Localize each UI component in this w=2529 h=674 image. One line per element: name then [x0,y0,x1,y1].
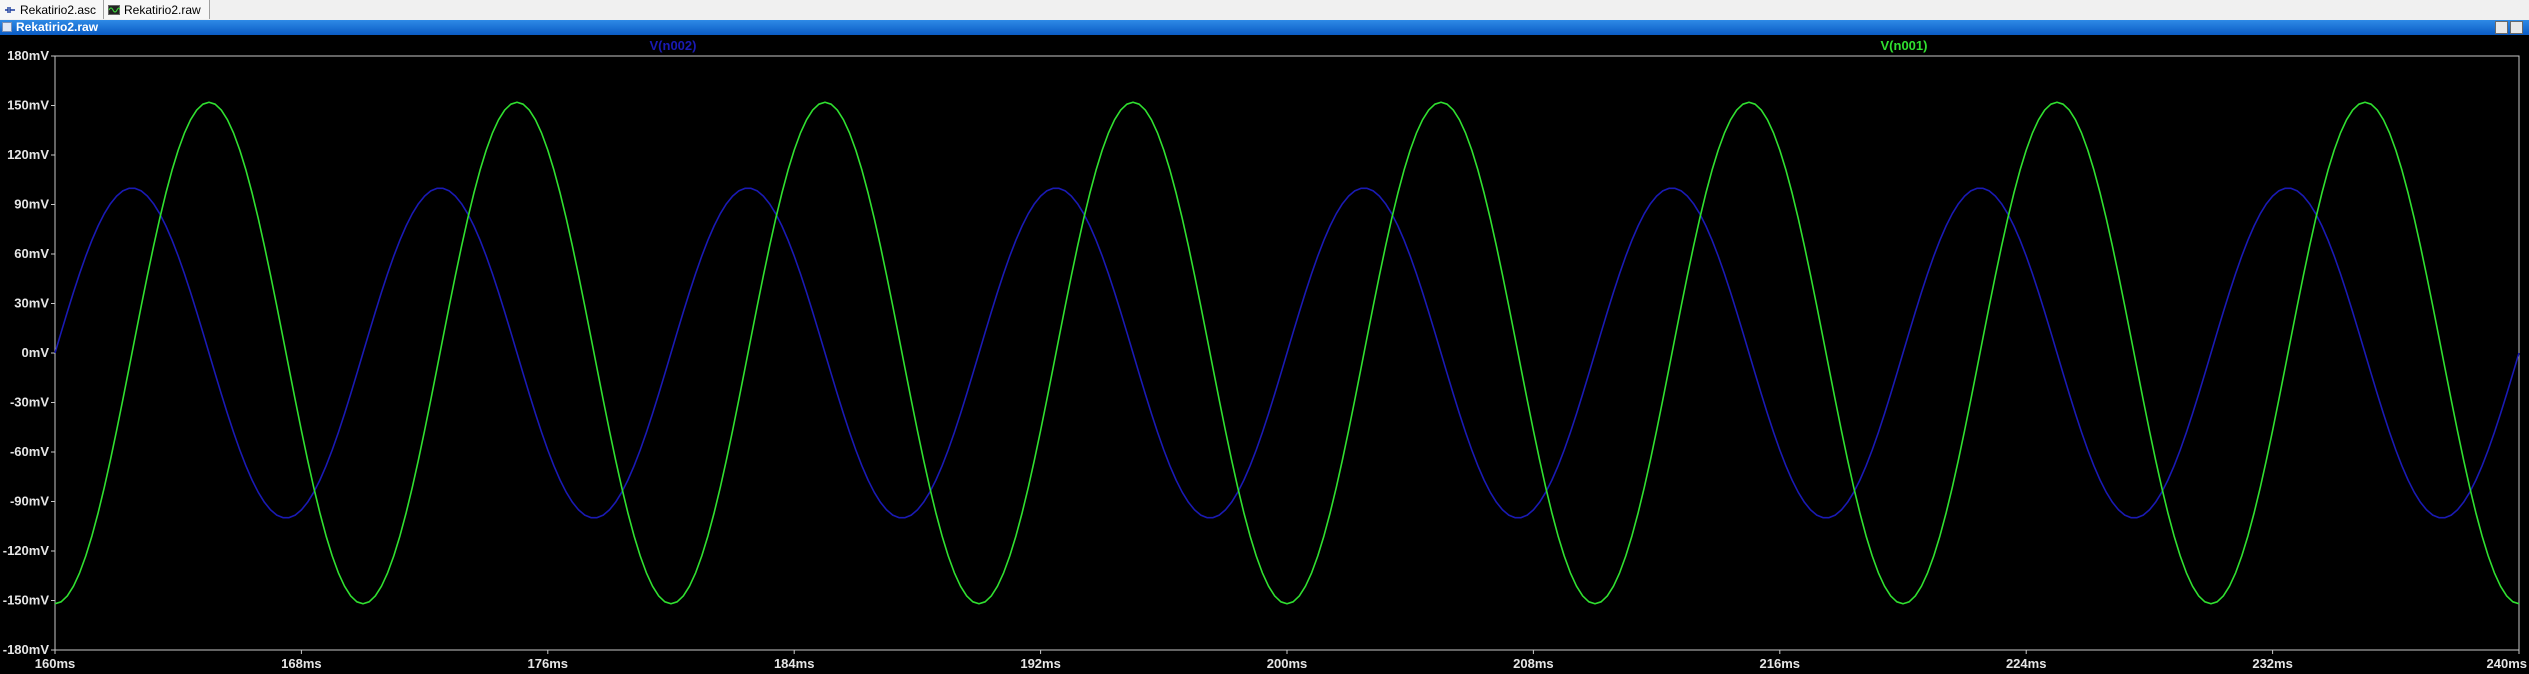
trace-v-n002[interactable] [54,187,2520,519]
tab-label: Rekatirio2.asc [20,2,97,17]
document-tab-bar: Rekatirio2.asc Rekatirio2.raw [0,0,2529,21]
x-tick-label: 184ms [774,656,814,671]
trace-v-n001[interactable] [54,101,2520,605]
legend: V(n002) V(n001) [650,38,1928,53]
window-title: Rekatirio2.raw [16,20,99,34]
waveform-icon [108,4,121,16]
y-tick-label: -180mV [3,642,50,657]
y-tick-label: 180mV [7,48,49,63]
x-tick-label: 176ms [528,656,568,671]
x-tick-label: 168ms [281,656,321,671]
y-tick-label: 60mV [14,246,49,261]
window-title-bar: Rekatirio2.raw [0,20,2529,35]
waveform-plot[interactable]: 180mV 150mV 120mV 90mV 60mV 30mV 0mV -30mV -60mV… [0,35,2529,674]
x-tick-label: 216ms [1760,656,1800,671]
y-tick-label: 30mV [14,296,49,311]
window-icon [2,22,12,32]
x-tick-label: 224ms [2006,656,2046,671]
y-tick-label: -120mV [3,543,50,558]
x-tick-label: 200ms [1267,656,1307,671]
y-tick-label: -90mV [10,494,49,509]
tab-waveform[interactable]: Rekatirio2.raw [104,0,210,19]
y-tick-label: -30mV [10,395,49,410]
traces [54,101,2520,605]
x-axis: 160ms 168ms 176ms 184ms 192ms 200ms 208ms 216ms… [35,650,2527,671]
y-axis: 180mV 150mV 120mV 90mV 60mV 30mV 0mV -30mV -60mV… [3,48,55,657]
x-tick-label: 192ms [1020,656,1060,671]
x-tick-label: 160ms [35,656,75,671]
y-tick-label: 90mV [14,197,49,212]
tab-label: Rekatirio2.raw [124,2,201,17]
plot-background [0,35,2529,674]
y-tick-label: -60mV [10,444,49,459]
minimize-button[interactable] [2495,21,2508,34]
tab-schematic[interactable]: Rekatirio2.asc [0,0,104,19]
y-tick-label: -150mV [3,593,50,608]
schematic-icon [4,4,16,16]
x-tick-label: 240ms [2487,656,2527,671]
y-tick-label: 120mV [7,147,49,162]
x-tick-label: 232ms [2252,656,2292,671]
y-tick-label: 150mV [7,98,49,113]
y-tick-label: 0mV [22,345,50,360]
x-tick-label: 208ms [1513,656,1553,671]
restore-button[interactable] [2510,21,2523,34]
legend-v-n001[interactable]: V(n001) [1881,38,1928,53]
legend-v-n002[interactable]: V(n002) [650,38,697,53]
